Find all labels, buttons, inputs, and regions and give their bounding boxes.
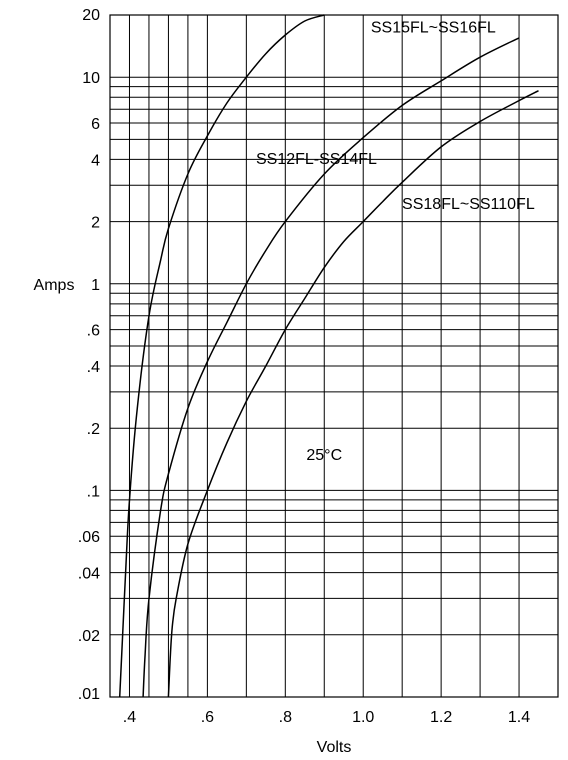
- temperature-annotation: 25°C: [306, 447, 342, 464]
- series-line-0: [118, 14, 325, 698]
- series-line-1: [142, 37, 520, 698]
- y-tick-label: 1: [91, 277, 100, 294]
- x-tick-label: 1.4: [508, 709, 530, 726]
- grid-lines: [109, 14, 559, 698]
- y-tick-label: .2: [87, 421, 100, 438]
- series-label-2: SS18FL~SS110FL: [402, 196, 535, 213]
- series-line-2: [167, 90, 539, 698]
- x-tick-label: .4: [123, 709, 136, 726]
- y-tick-label: .6: [87, 323, 100, 340]
- y-tick-label: 10: [82, 70, 100, 87]
- y-axis-label: Amps: [34, 277, 75, 294]
- y-tick-label: 2: [91, 215, 100, 232]
- y-tick-label: .04: [78, 566, 100, 583]
- x-tick-label: 1.2: [430, 709, 452, 726]
- y-tick-label: .01: [78, 686, 100, 703]
- y-tick-label: .1: [87, 483, 100, 500]
- y-tick-label: 20: [82, 7, 100, 24]
- x-tick-label: 1.0: [352, 709, 374, 726]
- y-tick-label: 4: [91, 152, 100, 169]
- y-tick-label: .06: [78, 529, 100, 546]
- x-tick-label: .6: [201, 709, 214, 726]
- y-tick-label: 6: [91, 116, 100, 133]
- x-tick-label: .8: [279, 709, 292, 726]
- curves: [118, 14, 539, 698]
- y-tick-label: .4: [87, 359, 100, 376]
- series-labels: SS12FL-SS14FL SS15FL~SS16FL SS18FL~SS110FL: [256, 19, 535, 213]
- series-label-1: SS15FL~SS16FL: [371, 19, 496, 36]
- series-label-0: SS12FL-SS14FL: [256, 151, 377, 168]
- x-axis-label: Volts: [317, 739, 352, 756]
- tick-labels: .4 .6 .8 1.0 1.2 1.4 .01 .02 .04 .06 .1 .2 .4 .6 1 2 4 6 1…: [78, 7, 531, 726]
- plot-frame: [109, 14, 559, 698]
- y-tick-label: .02: [78, 628, 100, 645]
